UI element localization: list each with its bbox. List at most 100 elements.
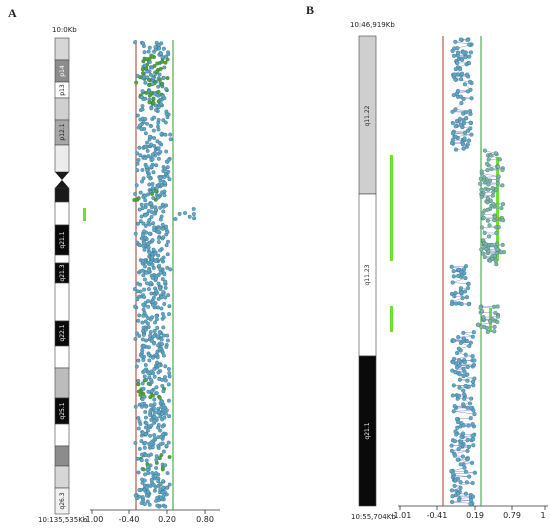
probe-point	[147, 222, 152, 227]
probe-point	[482, 255, 487, 260]
probe-point	[459, 434, 464, 439]
probe-point	[140, 107, 145, 112]
probe-point	[143, 440, 148, 445]
probe-point	[152, 397, 157, 402]
probe-point	[460, 142, 465, 147]
probe-point	[467, 42, 472, 47]
probe-point	[159, 295, 164, 300]
probe-point	[462, 465, 467, 470]
probe-point	[480, 309, 485, 314]
probe-point	[161, 209, 166, 214]
probe-point	[462, 360, 467, 365]
probe-point	[152, 64, 157, 68]
probe-point	[161, 485, 166, 490]
probe-point	[142, 287, 147, 292]
probe-point	[160, 342, 165, 347]
band-a-18	[54, 465, 70, 489]
probe-point	[144, 421, 149, 426]
probe-point	[472, 376, 477, 381]
probe-point	[140, 206, 145, 211]
probe-point	[158, 248, 163, 253]
probe-point	[487, 234, 492, 239]
probe-point	[459, 439, 464, 444]
probe-point	[145, 242, 150, 246]
probe-point	[156, 84, 161, 89]
probe-point	[484, 325, 489, 331]
probe-point	[451, 338, 456, 343]
probe-point	[167, 304, 172, 309]
probe-point	[137, 488, 142, 492]
band-a-5	[54, 144, 70, 173]
panel-b-plot	[398, 36, 548, 510]
probe-point	[139, 458, 144, 463]
probe-point	[471, 437, 476, 442]
probe-point	[147, 83, 152, 87]
probe-point	[164, 224, 169, 229]
probe-point	[452, 439, 457, 444]
probe-point	[453, 107, 458, 112]
probe-point	[140, 233, 145, 238]
band-label-b-2: q21.1	[364, 422, 371, 439]
probe-point	[500, 202, 506, 207]
probe-point	[498, 250, 503, 255]
probe-point	[465, 378, 470, 383]
probe-point	[148, 330, 153, 335]
probe-point	[154, 163, 159, 168]
probe-point	[455, 425, 460, 430]
probe-point	[464, 72, 470, 77]
probe-point	[144, 404, 148, 409]
probe-point	[160, 424, 165, 429]
probe-point	[146, 428, 150, 433]
probe-point	[152, 433, 157, 438]
probe-point	[456, 335, 461, 340]
probe-point	[151, 101, 156, 105]
probe-point	[165, 57, 170, 62]
probe-point	[152, 115, 156, 120]
probe-point	[150, 191, 155, 196]
probe-point	[141, 221, 146, 226]
probe-point	[459, 101, 464, 106]
probe-point	[154, 108, 159, 113]
probe-point	[479, 247, 484, 252]
panel-a-tick-label-0: -1.00	[82, 515, 104, 524]
probe-point	[162, 189, 167, 194]
probe-point	[136, 221, 140, 226]
probe-point	[456, 446, 461, 452]
probe-point	[455, 60, 460, 65]
probe-point	[455, 50, 460, 55]
probe-point	[150, 445, 155, 450]
probe-point	[155, 334, 160, 339]
probe-point	[468, 501, 473, 507]
probe-point	[136, 426, 141, 431]
probe-point	[151, 482, 156, 487]
probe-point	[478, 176, 483, 181]
probe-point	[451, 383, 456, 388]
probe-point	[464, 116, 469, 121]
probe-point	[165, 252, 170, 257]
probe-point	[145, 321, 150, 326]
probe-point	[151, 196, 156, 200]
probe-point	[146, 371, 151, 376]
probe-point	[161, 315, 166, 320]
probe-point	[145, 464, 150, 469]
panel-a-plot	[90, 40, 220, 514]
probe-point	[460, 57, 465, 62]
probe-point	[140, 402, 145, 407]
probe-point	[160, 311, 165, 316]
probe-point	[160, 81, 165, 86]
probe-point	[452, 294, 457, 299]
probe-point	[155, 61, 160, 66]
probe-point	[459, 290, 464, 295]
probe-point	[158, 176, 163, 180]
probe-point	[148, 280, 153, 285]
probe-point	[159, 453, 164, 458]
probe-point	[147, 250, 152, 255]
probe-point	[455, 88, 461, 94]
probe-point	[168, 137, 173, 142]
probe-point	[141, 71, 145, 76]
probe-point	[143, 425, 148, 430]
probe-point	[449, 443, 454, 448]
probe-point	[159, 434, 164, 439]
probe-point	[500, 167, 505, 172]
probe-point	[163, 504, 168, 509]
